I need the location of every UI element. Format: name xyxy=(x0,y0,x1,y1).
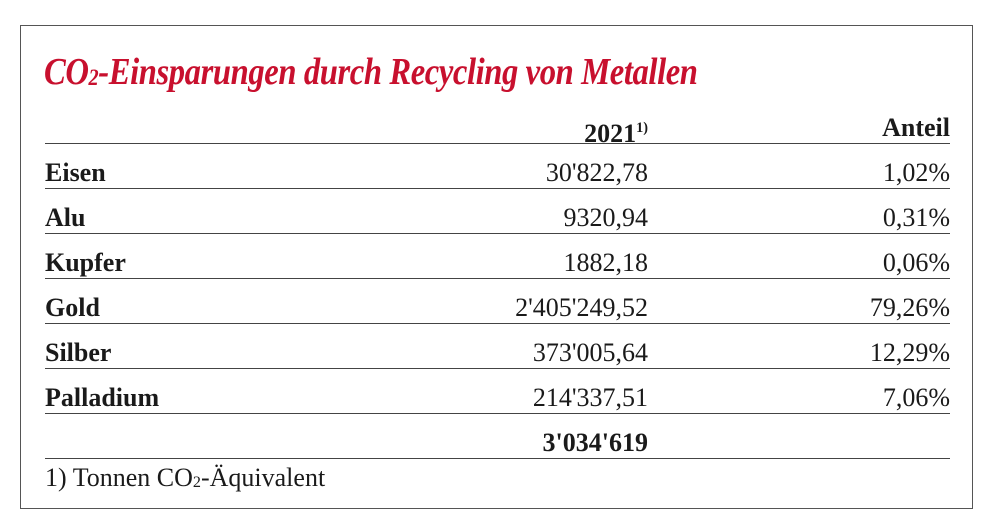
rule xyxy=(45,323,950,324)
row-label: Gold xyxy=(45,293,100,322)
cell-share: 79,26% xyxy=(869,293,950,322)
cell-value: 214'337,51 xyxy=(532,383,648,412)
rule xyxy=(45,368,950,369)
total-value: 3'034'619 xyxy=(542,428,648,457)
row-label: Palladium xyxy=(45,383,160,412)
footnote: 1) Tonnen CO2-Äquivalent xyxy=(45,463,325,498)
footnote-subscript: 2 xyxy=(192,473,201,491)
cell-value: 1882,18 xyxy=(563,248,649,277)
cell-value: 2'405'249,52 xyxy=(515,293,648,322)
column-header: Anteil xyxy=(882,113,950,142)
title: CO2-Einsparungen durch Recycling von Met… xyxy=(44,50,698,94)
title-subscript: 2 xyxy=(88,65,99,92)
cell-value: 9320,94 xyxy=(563,203,649,232)
rule xyxy=(45,458,950,459)
row-label: Eisen xyxy=(45,158,106,187)
row-label: Kupfer xyxy=(45,248,126,277)
rule xyxy=(45,143,950,144)
rule xyxy=(45,188,950,189)
rule xyxy=(45,233,950,234)
footnote-text: 1) Tonnen CO xyxy=(45,463,193,492)
cell-share: 0,06% xyxy=(882,248,950,277)
cell-share: 7,06% xyxy=(882,383,950,412)
cell-value: 30'822,78 xyxy=(545,158,648,187)
frame xyxy=(20,25,973,509)
rule xyxy=(45,413,950,414)
cell-share: 12,29% xyxy=(869,338,950,367)
column-header-superscript: 1) xyxy=(636,120,648,136)
cell-share: 1,02% xyxy=(882,158,950,187)
cell-share: 0,31% xyxy=(882,203,950,232)
rule xyxy=(45,278,950,279)
row-label: Alu xyxy=(45,203,86,232)
row-label: Silber xyxy=(45,338,112,367)
footnote-text: -Äquivalent xyxy=(200,463,326,492)
cell-value: 373'005,64 xyxy=(532,338,648,367)
title-text: -Einsparungen durch Recycling von Metall… xyxy=(98,51,698,93)
title-text: CO xyxy=(44,51,89,93)
